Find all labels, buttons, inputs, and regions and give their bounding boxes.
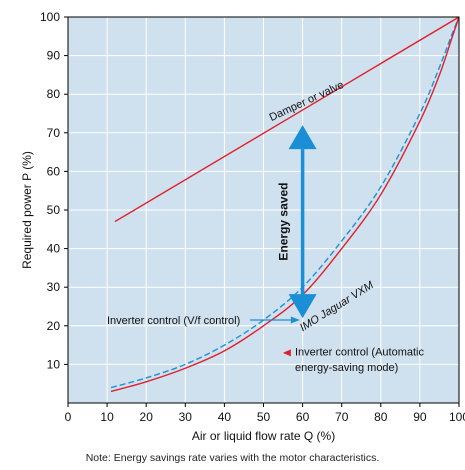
energy-saved-arrow	[288, 125, 317, 319]
y-tick-label: 100	[40, 10, 60, 24]
x-tick-label: 90	[413, 410, 427, 424]
label-inverter-auto-1: Inverter control (Automatic	[295, 347, 424, 359]
label-energy-saved: Energy saved	[277, 183, 291, 261]
x-tick-label: 30	[179, 410, 193, 424]
x-tick-label: 20	[140, 410, 154, 424]
y-tick-label: 30	[47, 280, 61, 294]
y-tick-label: 90	[47, 49, 61, 63]
x-axis-label: Air or liquid flow rate Q (%)	[192, 429, 335, 443]
x-tick-label: 100	[449, 410, 465, 424]
pointer-auto-head	[282, 349, 291, 357]
energy-arrow-head-down	[288, 294, 317, 319]
y-tick-label: 60	[47, 164, 61, 178]
y-axis-label: Required power P (%)	[20, 151, 34, 269]
x-tick-label: 80	[374, 410, 388, 424]
series-layer	[110, 16, 460, 393]
y-tick-label: 10	[47, 357, 61, 371]
axes: 0 10 20 30 40 50 60 70 80 90 100 10 20 30 40 50 60 70 80 90…	[20, 10, 465, 443]
x-tick-label: 0	[65, 410, 72, 424]
footnote: Note: Energy savings rate varies with th…	[85, 452, 380, 464]
y-tick-label: 40	[47, 242, 61, 256]
series-line-2	[110, 16, 460, 393]
pointer-vf-head	[290, 316, 300, 324]
x-tick-label: 60	[296, 410, 310, 424]
y-tick-label: 80	[47, 87, 61, 101]
y-tick-label: 70	[47, 126, 61, 140]
x-tick-label: 50	[257, 410, 271, 424]
y-tick-label: 50	[47, 203, 61, 217]
label-inverter-vf: Inverter control (V/f control)	[107, 315, 240, 327]
y-tick-label: 20	[47, 319, 61, 333]
series-line-1	[110, 16, 460, 389]
energy-arrow-head-up	[288, 125, 317, 150]
x-tick-label: 10	[100, 410, 114, 424]
x-tick-label: 40	[218, 410, 232, 424]
label-inverter-auto-2: energy-saving mode)	[295, 362, 398, 374]
power-flow-chart: 0 10 20 30 40 50 60 70 80 90 100 10 20 30 40 50 60 70 80 90…	[20, 10, 465, 443]
x-tick-label: 70	[335, 410, 349, 424]
series-line-0	[114, 16, 460, 223]
